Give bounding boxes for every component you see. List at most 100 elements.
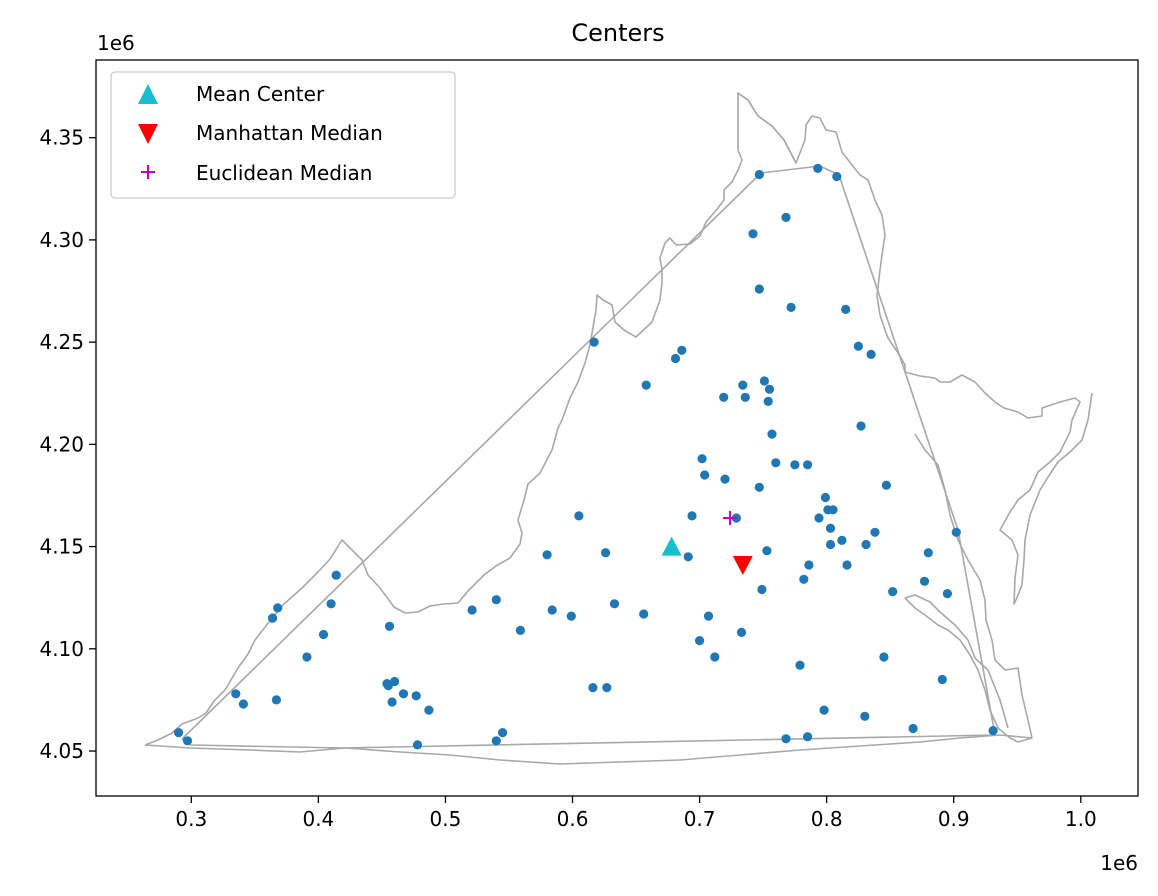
x-tick-label-1: 0.4 <box>302 807 334 831</box>
data-point-30 <box>820 492 831 503</box>
x-tick-label-6: 0.9 <box>938 807 970 831</box>
data-point-56 <box>491 595 501 605</box>
data-point-85 <box>238 699 248 709</box>
data-point-39 <box>870 527 880 537</box>
chart-title: Centers <box>571 19 664 47</box>
data-point-88 <box>819 705 829 715</box>
mean-center-marker <box>661 536 682 556</box>
legend-euclidean-median-icon <box>141 165 155 179</box>
centers-layer <box>661 510 753 575</box>
data-point-16 <box>764 384 775 394</box>
data-point-6 <box>786 302 796 312</box>
data-point-43 <box>762 546 772 556</box>
data-point-97 <box>491 736 501 746</box>
data-point-59 <box>273 603 283 613</box>
data-point-27 <box>720 474 730 484</box>
data-point-2 <box>832 171 842 182</box>
data-point-70 <box>695 636 705 646</box>
data-point-3 <box>781 212 791 222</box>
data-point-90 <box>908 723 918 734</box>
data-point-42 <box>861 539 871 550</box>
data-point-91 <box>174 728 184 738</box>
data-point-53 <box>757 584 767 595</box>
data-point-21 <box>767 429 777 439</box>
data-point-5 <box>754 284 764 294</box>
data-point-79 <box>588 683 598 693</box>
y-tick-label-6: 4.35 <box>39 126 84 150</box>
data-point-61 <box>547 605 557 615</box>
x-offset-label: 1e6 <box>1100 851 1138 875</box>
data-point-37 <box>825 523 836 533</box>
x-tick-label-4: 0.7 <box>684 807 716 831</box>
y-axis: 4.05 4.10 4.15 4.20 4.25 4.30 4.35 <box>39 126 96 763</box>
data-point-9 <box>677 345 687 355</box>
data-point-28 <box>881 480 892 490</box>
x-tick-label-2: 0.5 <box>430 807 462 831</box>
x-tick-label-7: 1.0 <box>1065 807 1097 831</box>
data-point-93 <box>988 726 998 736</box>
legend-manhattan-median-icon <box>138 124 158 144</box>
legend-label-manhattan-median: Manhattan Median <box>196 121 383 145</box>
data-point-0 <box>754 169 764 180</box>
data-point-12 <box>866 349 876 359</box>
data-point-72 <box>710 652 720 662</box>
y-tick-label-2: 4.15 <box>39 535 84 559</box>
data-point-14 <box>759 376 770 386</box>
data-point-67 <box>515 625 526 636</box>
data-point-60 <box>467 605 477 615</box>
data-point-48 <box>804 560 814 570</box>
data-point-4 <box>748 229 758 239</box>
data-point-54 <box>888 587 898 597</box>
euclidean-median-marker <box>723 510 738 525</box>
data-point-32 <box>828 505 838 515</box>
data-point-71 <box>302 652 312 662</box>
data-point-68 <box>736 627 747 638</box>
data-point-69 <box>318 629 329 640</box>
data-point-41 <box>825 539 836 550</box>
data-point-22 <box>697 454 707 464</box>
y-tick-label-1: 4.10 <box>39 637 84 661</box>
data-point-94 <box>781 734 791 744</box>
points-layer <box>174 163 998 750</box>
x-tick-label-0: 0.3 <box>175 807 207 831</box>
data-point-92 <box>498 728 508 738</box>
state-border-south <box>144 734 1033 765</box>
data-point-66 <box>384 621 395 631</box>
data-point-47 <box>923 548 933 558</box>
data-point-18 <box>740 392 750 402</box>
data-point-86 <box>387 697 397 707</box>
state-border-coast <box>904 433 1033 743</box>
manhattan-median-marker <box>732 555 753 575</box>
data-point-81 <box>231 689 241 699</box>
data-point-58 <box>609 599 620 609</box>
y-tick-label-4: 4.25 <box>39 330 84 354</box>
data-point-38 <box>951 527 961 537</box>
data-point-50 <box>331 570 341 580</box>
data-point-95 <box>803 732 813 742</box>
data-point-24 <box>790 460 800 470</box>
data-point-17 <box>719 392 729 402</box>
data-point-26 <box>700 470 710 480</box>
data-point-87 <box>424 705 434 715</box>
y-tick-label-5: 4.30 <box>39 228 84 252</box>
data-point-76 <box>937 674 947 685</box>
data-point-11 <box>853 341 864 351</box>
data-point-20 <box>856 421 866 431</box>
y-tick-label-0: 4.05 <box>39 739 84 763</box>
data-point-40 <box>837 535 847 546</box>
data-point-36 <box>814 513 824 523</box>
data-point-34 <box>687 511 697 521</box>
data-point-98 <box>412 740 423 750</box>
y-offset-label: 1e6 <box>97 31 135 55</box>
data-point-55 <box>942 589 953 599</box>
data-point-49 <box>842 560 852 570</box>
data-point-64 <box>703 611 714 621</box>
data-point-65 <box>268 613 278 623</box>
data-point-74 <box>795 660 805 670</box>
legend-label-euclidean-median: Euclidean Median <box>196 161 372 185</box>
data-point-45 <box>601 548 611 558</box>
legend: Mean Center Manhattan Median Euclidean M… <box>110 71 456 199</box>
data-point-96 <box>182 736 193 746</box>
data-point-83 <box>411 691 421 701</box>
